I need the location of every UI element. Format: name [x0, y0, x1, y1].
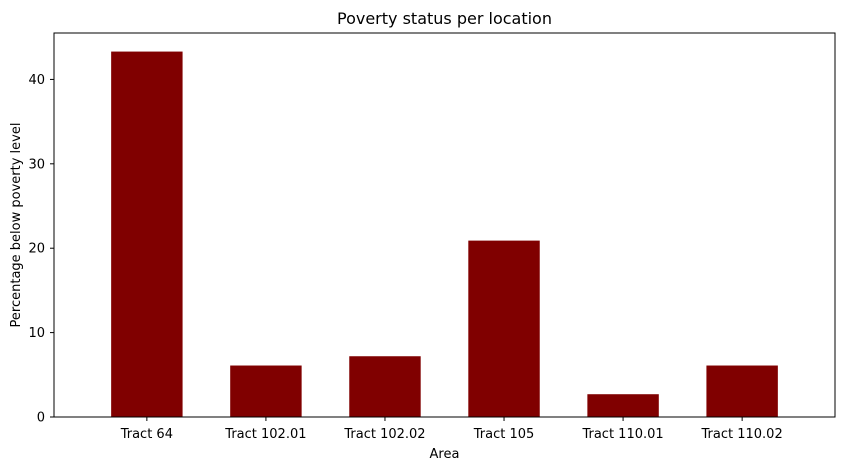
- bar-tract-110-02: [706, 365, 778, 417]
- y-tick-label: 10: [28, 326, 45, 341]
- bar-tract-110-01: [587, 394, 659, 417]
- plot-frame: [53, 32, 836, 418]
- y-tick-label: 30: [28, 157, 45, 172]
- x-axis: Tract 64 Tract 102.01 Tract 102.02 Tract 10…: [120, 417, 783, 442]
- chart-title: Poverty status per location: [337, 9, 552, 28]
- y-axis-label: Percentage below poverty level: [9, 123, 24, 328]
- x-axis-label: Area: [430, 447, 460, 462]
- bar-tract-64: [111, 51, 183, 417]
- x-tick-label: Tract 102.02: [343, 427, 425, 442]
- y-tick-label: 20: [28, 242, 45, 257]
- bar-tract-102-02: [349, 356, 421, 417]
- x-tick-label: Tract 102.01: [224, 427, 306, 442]
- bars-layer: [111, 51, 778, 417]
- x-tick-label: Tract 64: [120, 427, 173, 442]
- x-tick-label: Tract 110.01: [581, 427, 663, 442]
- bar-tract-105: [468, 240, 540, 417]
- x-tick-label: Tract 105: [473, 427, 535, 442]
- y-axis: 0 10 20 30 40: [28, 73, 54, 426]
- y-tick-label: 40: [28, 73, 45, 88]
- y-tick-label: 0: [37, 411, 45, 426]
- x-tick-label: Tract 110.02: [701, 427, 783, 442]
- bar-tract-102-01: [230, 365, 302, 417]
